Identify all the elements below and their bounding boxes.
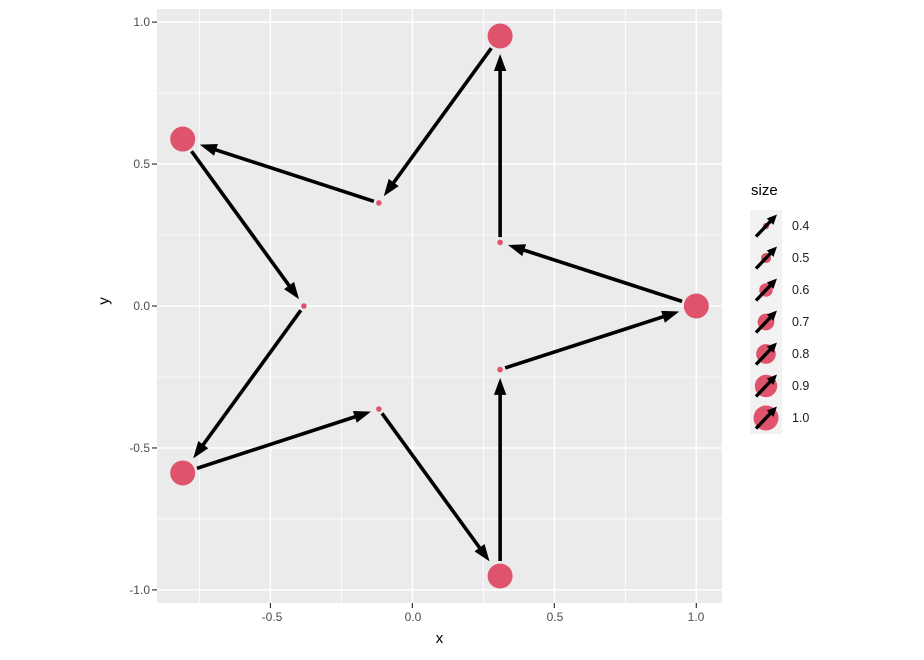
x-axis-title: x [435,630,444,647]
segment-arrowhead [493,377,507,395]
segment-line [197,309,303,452]
segment-line [387,47,493,190]
x-tick-label: 0.5 [546,610,564,624]
segment-line [208,145,375,204]
segment-arrowhead [193,440,209,459]
legend-key-arrowhead [766,278,777,289]
segment-arrowhead [352,410,371,423]
legend-label: 0.4 [792,219,810,233]
x-tick-label: -0.5 [261,610,283,624]
segment-arrowhead [383,178,399,197]
segment-arrowhead [474,544,490,562]
data-point [170,126,196,152]
legend-label: 0.8 [792,347,810,361]
legend-key-arrowhead [766,374,777,385]
legend-key-arrowhead [766,246,777,257]
legend-key-arrowhead [766,406,777,417]
y-tick-label: -1.0 [129,583,150,597]
segment-line [380,412,486,555]
data-point [497,239,503,246]
data-point [487,23,513,49]
legend-label: 0.9 [792,379,810,393]
data-point [376,406,382,412]
segment-arrowhead [199,144,218,156]
segment-arrowhead [508,244,527,257]
legend-label: 0.5 [792,251,810,265]
segment-arrowhead [284,281,300,300]
segment-line [504,312,671,370]
segment-line [190,150,296,293]
legend-title: size [751,182,778,199]
y-tick-label: 1.0 [133,15,150,29]
segment-line [196,412,363,471]
x-tick-label: 0.0 [404,610,422,624]
data-point [497,366,503,373]
segment-arrowhead [493,53,507,71]
data-point [376,200,382,206]
data-point [683,293,709,319]
data-point [301,303,307,309]
y-tick-label: 0.0 [133,299,150,313]
y-tick-label: -0.5 [129,441,150,455]
legend-label: 1.0 [792,411,810,425]
x-tick-label: 1.0 [687,610,705,624]
segment-line [516,246,683,304]
legend-key-arrowhead [766,214,777,225]
legend-key-arrowhead [766,310,777,321]
data-point [170,460,196,486]
y-tick-label: 0.5 [133,157,150,171]
legend-label: 0.7 [792,315,810,329]
segment-arrowhead [661,310,680,323]
legend-key-arrowhead [766,342,777,353]
legend-label: 0.6 [792,283,810,297]
data-point [487,563,513,589]
